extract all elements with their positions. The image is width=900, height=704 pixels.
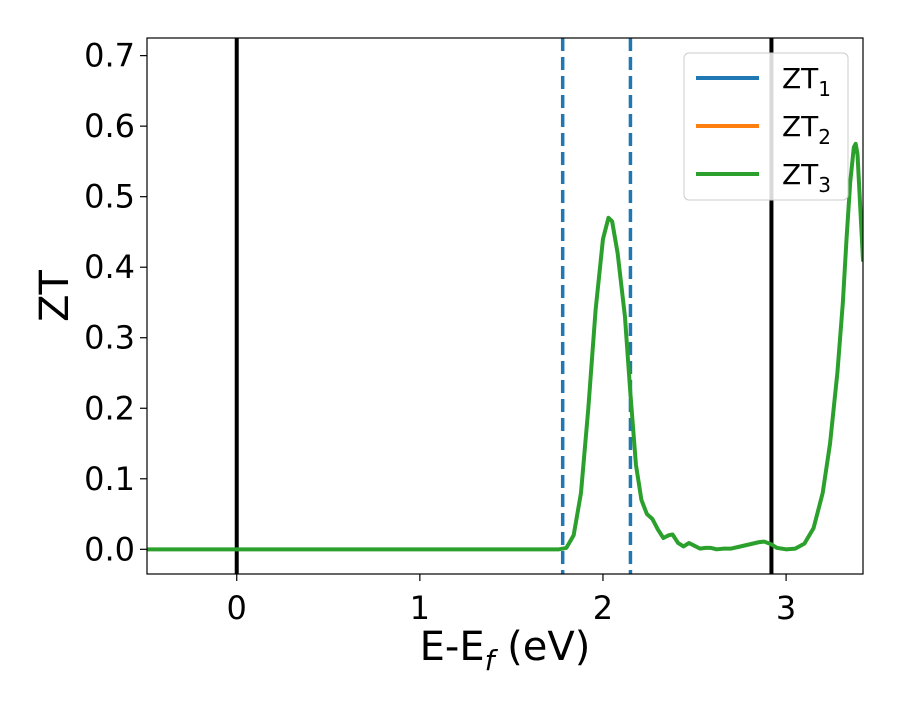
x-tick-label: 1 [410,589,430,627]
y-tick-label: 0.3 [84,319,135,357]
legend-label-zt3: ZT3 [782,158,831,197]
series-line-zt3 [147,141,863,552]
legend: ZT1 ZT2 ZT3 [683,52,849,201]
y-axis-label: ZT [32,270,78,322]
x-tick-label: 3 [776,589,796,627]
y-tick-label: 0.7 [84,37,135,75]
y-tick-label: 0.4 [84,248,135,286]
y-tick-label: 0.1 [84,460,135,498]
legend-label-zt1: ZT1 [782,62,831,101]
y-tick-label: 0.5 [84,178,135,216]
x-tick-label: 2 [593,589,613,627]
legend-label-zt2: ZT2 [782,110,831,149]
axes: 0 1 2 3 0.0 0.1 0.2 0.3 0.4 0.5 0.6 0.7 [84,37,864,627]
y-tick-label: 0.2 [84,389,135,427]
y-tick-label: 0.6 [84,107,135,145]
legend-box [683,52,849,201]
y-tick-label: 0.0 [84,530,135,568]
axes-frame [146,37,864,575]
x-tick-label: 0 [227,589,247,627]
x-axis-label: E-Ef (eV) [420,624,591,677]
